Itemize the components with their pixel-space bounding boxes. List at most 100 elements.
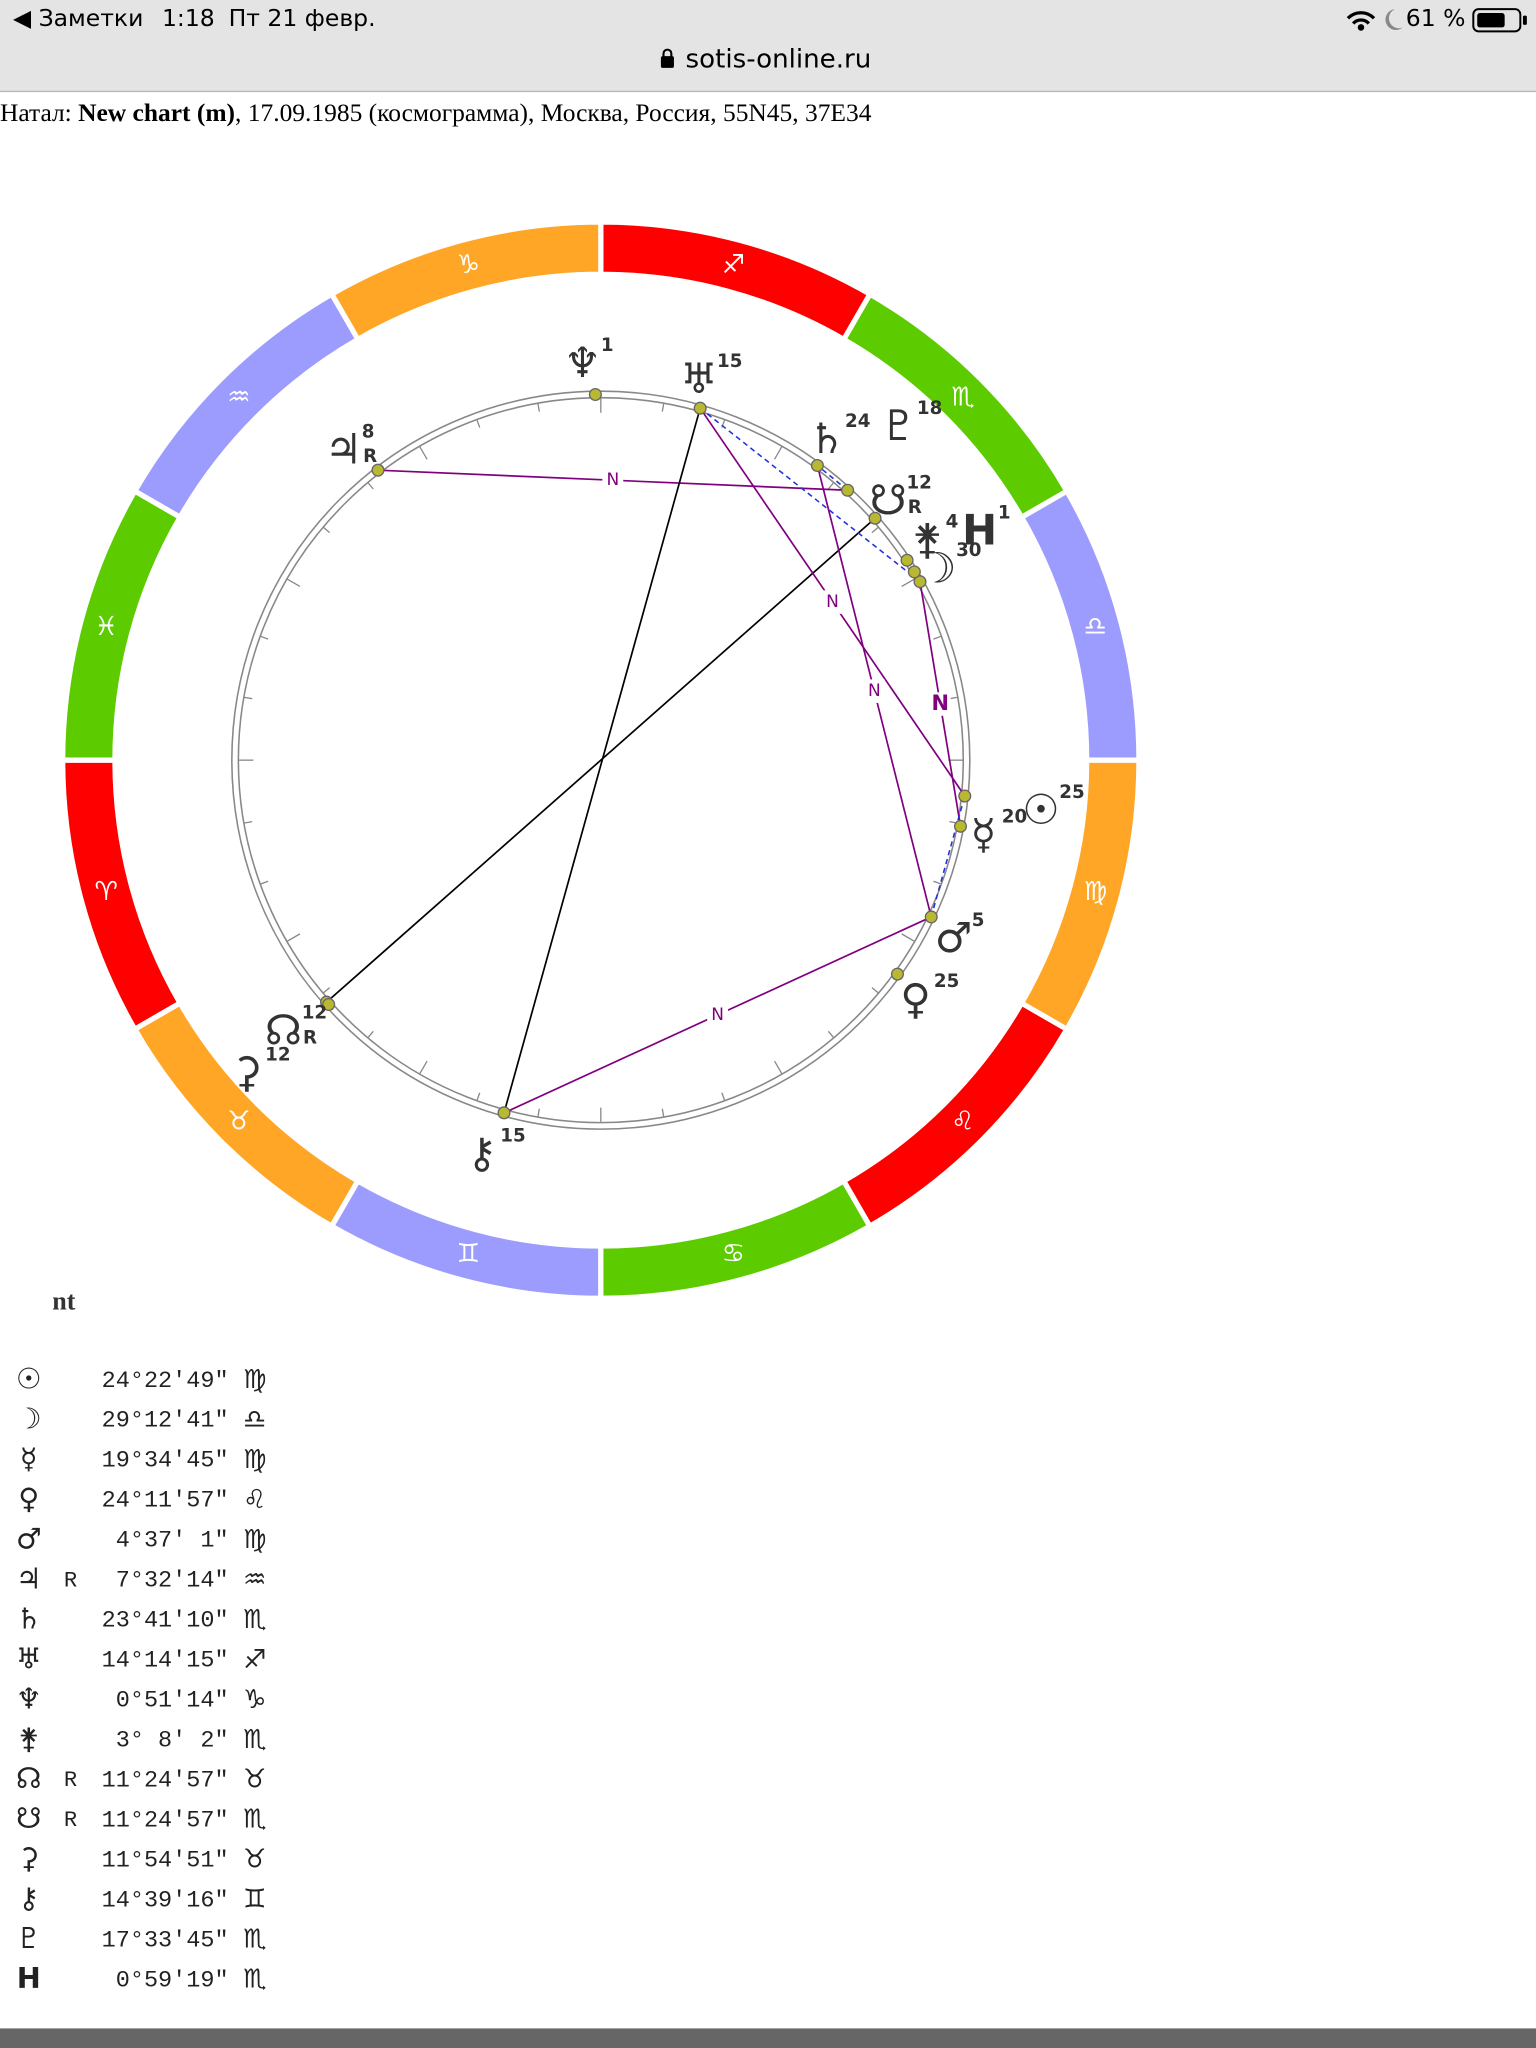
planet-glyph: ⚳ bbox=[232, 1047, 263, 1096]
degree-tick bbox=[260, 635, 269, 640]
planet-dot bbox=[890, 967, 904, 981]
row-retro: R bbox=[64, 1568, 77, 1593]
degree-tick bbox=[367, 1030, 374, 1039]
date: Пт 21 февр. bbox=[229, 4, 376, 32]
degree-tick bbox=[773, 445, 783, 460]
row-glyph: ♆ bbox=[16, 1681, 42, 1715]
row-glyph: ♃ bbox=[16, 1561, 42, 1595]
planet-dot bbox=[900, 553, 914, 567]
moon-icon bbox=[1385, 9, 1403, 30]
planet-glyph: H bbox=[962, 505, 997, 554]
planet-retro: R bbox=[363, 446, 377, 467]
chart-heading: Натал: New chart (m), 17.09.1985 (космог… bbox=[0, 98, 872, 127]
back-link[interactable]: ◀ Заметки bbox=[13, 4, 143, 32]
planet-glyph: ♀ bbox=[900, 974, 931, 1023]
degree-tick bbox=[933, 880, 942, 885]
url[interactable]: sotis-online.ru bbox=[686, 45, 872, 75]
degree-tick bbox=[827, 1030, 835, 1039]
planet-retro: R bbox=[303, 1027, 317, 1048]
planet-dot bbox=[810, 458, 824, 473]
degree-tick bbox=[243, 820, 253, 824]
row-position: 0°51′14″ bbox=[116, 1688, 229, 1715]
row-position: 7°32′14″ bbox=[116, 1568, 229, 1595]
sign-glyph: ♏ bbox=[951, 383, 974, 413]
degree-tick bbox=[871, 987, 879, 994]
planet-degree: 12 bbox=[265, 1044, 290, 1065]
sign-segment bbox=[328, 219, 604, 343]
row-position: 0°59′19″ bbox=[116, 1967, 229, 1994]
table-title: nt bbox=[52, 1287, 76, 1316]
planet-degree: 8 bbox=[362, 421, 375, 442]
battery-text: 61 % bbox=[1406, 4, 1466, 32]
planet-degree: 12 bbox=[302, 1003, 327, 1024]
row-glyph: H bbox=[17, 1961, 41, 1995]
row-glyph: ♇ bbox=[16, 1921, 42, 1955]
planet-dot bbox=[953, 819, 968, 833]
row-sign: ♎ bbox=[243, 1405, 266, 1435]
aspect-label-bg bbox=[822, 590, 843, 614]
row-position: 19°34′45″ bbox=[102, 1448, 229, 1475]
sign-glyph: ♊ bbox=[457, 1239, 480, 1269]
row-position: 11°24′57″ bbox=[102, 1767, 229, 1794]
sign-glyph: ♈ bbox=[95, 877, 118, 907]
row-position: 23°41′10″ bbox=[102, 1608, 229, 1635]
row-sign: ♍ bbox=[243, 1525, 266, 1555]
sign-glyph: ♐ bbox=[722, 250, 745, 280]
battery-icon bbox=[1472, 8, 1522, 33]
planet-retro: R bbox=[908, 497, 922, 518]
degree-tick bbox=[871, 526, 879, 534]
clock: 1:18 bbox=[162, 4, 215, 32]
planet-glyph: ☊ bbox=[265, 1006, 302, 1055]
row-sign: ♍ bbox=[243, 1365, 266, 1395]
planet-degree: 15 bbox=[500, 1125, 525, 1146]
planet-degree: 18 bbox=[917, 398, 942, 419]
row-glyph: ☽ bbox=[16, 1402, 42, 1436]
row-sign: ♉ bbox=[243, 1845, 266, 1875]
aspect-line bbox=[503, 407, 701, 1114]
aspect-label: N bbox=[606, 470, 619, 490]
aspect-label: N bbox=[868, 681, 881, 701]
row-glyph: ♀ bbox=[18, 1481, 39, 1515]
heading-details: , 17.09.1985 (космограмма), Москва, Росс… bbox=[235, 98, 872, 127]
planet-degree: 15 bbox=[717, 351, 742, 372]
row-position: 3° 8′ 2″ bbox=[116, 1727, 229, 1754]
planet-glyph: ☽ bbox=[919, 543, 956, 592]
degree-tick bbox=[322, 526, 331, 534]
degree-tick bbox=[322, 987, 331, 994]
planet-degree: 25 bbox=[1059, 782, 1084, 803]
degree-tick bbox=[721, 1092, 726, 1101]
degree-tick bbox=[901, 578, 916, 588]
degree-tick bbox=[243, 696, 253, 700]
planet-dot bbox=[371, 463, 385, 477]
row-retro: R bbox=[64, 1808, 77, 1833]
planet-glyph: ⚵ bbox=[912, 515, 943, 564]
degree-tick bbox=[537, 403, 540, 412]
degree-tick bbox=[537, 1108, 540, 1118]
heading-prefix: Натал: bbox=[0, 98, 78, 127]
row-glyph: ♅ bbox=[16, 1641, 42, 1675]
aspect-line bbox=[930, 795, 966, 918]
degree-tick bbox=[260, 880, 269, 885]
degree-tick bbox=[286, 578, 301, 588]
planet-glyph: ♃ bbox=[325, 424, 362, 473]
degree-tick bbox=[476, 1092, 481, 1101]
aspect-label: N bbox=[932, 691, 949, 715]
degree-tick bbox=[901, 933, 916, 942]
row-glyph: ♄ bbox=[16, 1601, 42, 1635]
planet-dot bbox=[322, 997, 336, 1011]
row-glyph: ⚷ bbox=[18, 1881, 39, 1915]
wifi-dot bbox=[1357, 24, 1365, 31]
row-glyph: ⚳ bbox=[18, 1841, 39, 1875]
degree-tick bbox=[286, 933, 301, 942]
planet-dot bbox=[497, 1106, 511, 1120]
row-sign: ♊ bbox=[243, 1885, 266, 1915]
aspect-line bbox=[699, 407, 921, 583]
degree-tick bbox=[933, 635, 942, 640]
sign-segment bbox=[60, 487, 184, 763]
aspect-label-bg bbox=[707, 1003, 729, 1027]
planet-dot bbox=[868, 511, 882, 525]
row-position: 29°12′41″ bbox=[102, 1408, 229, 1435]
battery-level bbox=[1477, 13, 1505, 28]
row-sign: ♏ bbox=[243, 1605, 266, 1635]
